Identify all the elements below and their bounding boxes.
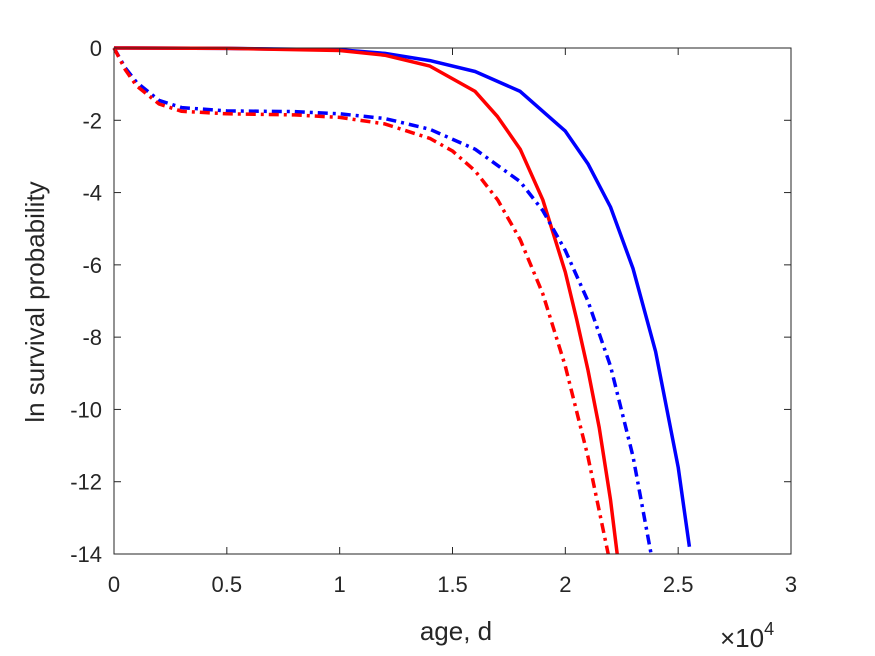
x-tick-label: 2.5: [663, 572, 694, 597]
y-tick-label: -4: [82, 181, 102, 206]
y-axis-label: ln survival probability: [20, 181, 50, 422]
tick-labels: 0 0.5 1 1.5 2 2.5 3 0 -2 -4 -6 -8 -10 -12 -14: [70, 36, 797, 597]
axes-box: [113, 47, 792, 555]
x-tick-label: 0: [108, 572, 120, 597]
x-tick-label: 3: [785, 572, 797, 597]
y-tick-label: -12: [70, 470, 102, 495]
x-tick-label: 1.5: [437, 572, 468, 597]
x-tick-label: 1: [334, 572, 346, 597]
x-exponent-base: ×10: [720, 623, 764, 653]
series-line-4: [112, 47, 610, 555]
series-line-2: [113, 46, 619, 555]
x-tick-label: 2: [559, 572, 571, 597]
x-exponent-label: ×104: [720, 619, 774, 653]
x-tick-label: 0.5: [212, 572, 243, 597]
plot-lines: [112, 46, 692, 555]
y-tick-label: 0: [90, 36, 102, 61]
ticks: [113, 47, 792, 555]
y-tick-label: -6: [82, 253, 102, 278]
y-tick-label: -2: [82, 108, 102, 133]
x-exponent-power: 4: [764, 619, 774, 639]
y-tick-label: -14: [70, 542, 102, 567]
svg-text:×104: ×104: [720, 619, 774, 653]
y-tick-label: -8: [82, 325, 102, 350]
x-axis-label: age, d: [420, 616, 492, 646]
y-tick-label: -10: [70, 397, 102, 422]
